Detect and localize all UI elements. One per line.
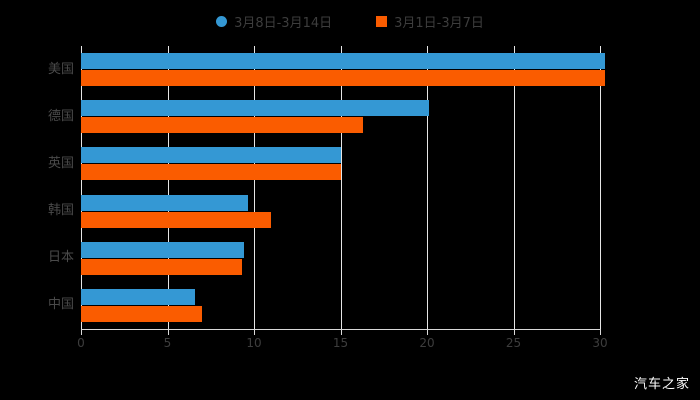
x-tick-label-30: 30 xyxy=(592,336,608,350)
y-axis-label-3: 韩国 xyxy=(47,203,74,219)
legend-item-0[interactable]: 3月8日-3月14日 xyxy=(216,12,332,31)
legend-item-1[interactable]: 3月1日-3月7日 xyxy=(376,12,484,31)
bar[interactable] xyxy=(81,147,341,164)
x-tick-mark-5 xyxy=(167,330,169,335)
x-axis-line xyxy=(81,329,601,330)
bar[interactable] xyxy=(81,100,429,117)
bar[interactable] xyxy=(81,288,196,305)
bar[interactable] xyxy=(81,164,341,181)
x-tick-label-20: 20 xyxy=(419,336,435,350)
bar-group xyxy=(81,194,600,228)
bar-group xyxy=(81,241,600,275)
gridline-x-20 xyxy=(427,46,428,329)
watermark-text: 汽车之家 xyxy=(633,377,690,392)
y-axis-category-labels: 美国德国英国韩国日本中国 xyxy=(0,46,74,329)
y-axis-label-0: 美国 xyxy=(47,61,74,77)
gridline-x-25 xyxy=(513,46,515,329)
gridline-x-15 xyxy=(340,46,342,329)
x-tick-mark-0 xyxy=(81,330,82,335)
x-tick-mark-15 xyxy=(340,330,342,335)
bar[interactable] xyxy=(81,211,272,228)
gridline-x-30 xyxy=(600,46,601,329)
plot-area xyxy=(81,46,606,329)
bar-group xyxy=(81,147,600,181)
gridline-x-0 xyxy=(81,46,82,329)
x-axis-ticks: 0 5 10 15 20 25 30 xyxy=(0,330,700,354)
gridline-x-5 xyxy=(167,46,169,329)
legend-square-icon xyxy=(376,15,388,27)
y-axis-label-4: 日本 xyxy=(47,250,74,266)
y-axis-label-5: 中国 xyxy=(47,297,74,313)
y-axis-label-2: 英国 xyxy=(47,155,74,171)
bar-group xyxy=(81,288,600,322)
x-tick-label-0: 0 xyxy=(77,336,85,350)
y-axis-label-1: 德国 xyxy=(47,108,74,124)
legend-item-label: 3月1日-3月7日 xyxy=(394,15,484,31)
x-tick-label-10: 10 xyxy=(246,336,262,350)
bar[interactable] xyxy=(81,305,203,322)
x-tick-mark-25 xyxy=(513,330,515,335)
bar-group xyxy=(81,100,600,134)
bar[interactable] xyxy=(81,194,248,211)
x-tick-label-5: 5 xyxy=(163,336,172,350)
bar[interactable] xyxy=(81,117,363,134)
legend-circle-icon xyxy=(216,15,228,27)
bar[interactable] xyxy=(81,258,242,275)
x-tick-mark-10 xyxy=(254,330,255,335)
bar[interactable] xyxy=(81,53,606,70)
x-tick-label-25: 25 xyxy=(505,336,522,350)
x-tick-mark-30 xyxy=(600,330,601,335)
bar-group xyxy=(81,53,606,87)
gridline-x-10 xyxy=(254,46,255,329)
x-tick-label-15: 15 xyxy=(332,336,349,350)
x-tick-mark-20 xyxy=(427,330,428,335)
bar[interactable] xyxy=(81,241,244,258)
chart-legend: 3月8日-3月14日 3月1日-3月7日 xyxy=(0,8,700,34)
legend-item-label: 3月8日-3月14日 xyxy=(234,15,333,31)
bar[interactable] xyxy=(81,70,606,87)
